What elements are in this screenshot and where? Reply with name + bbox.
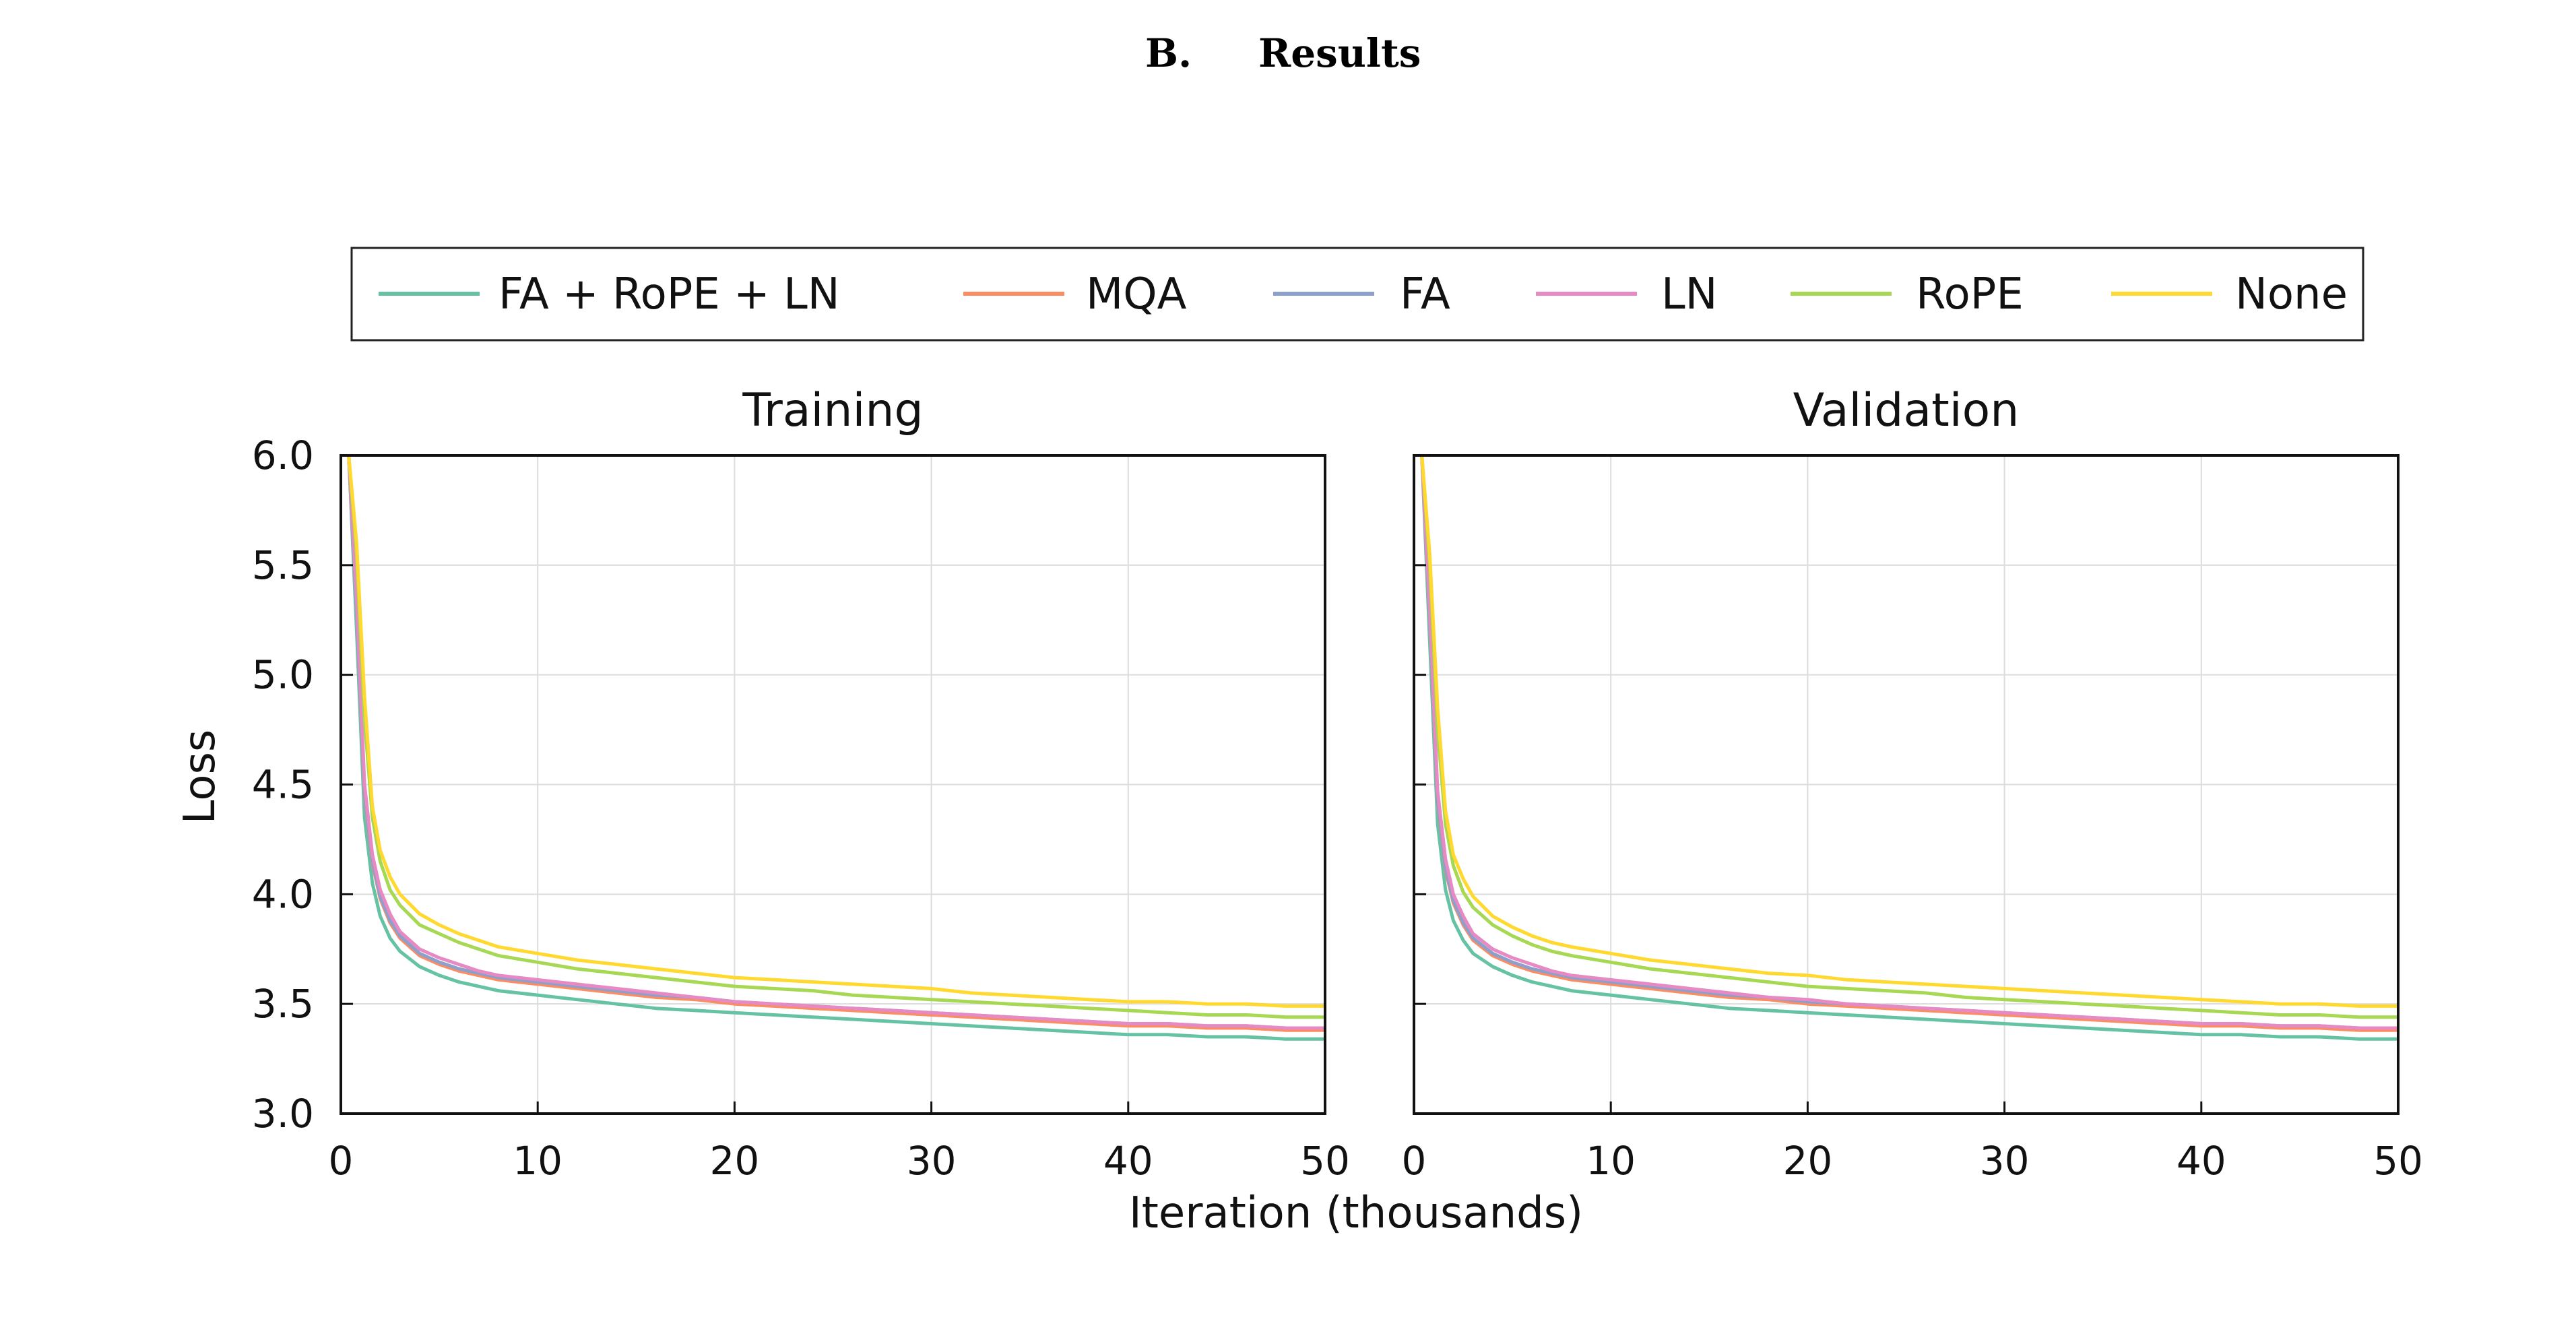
validation-line-mqa — [1420, 455, 2398, 1032]
legend-items: FA + RoPE + LN MQA FA LN RoPE None — [379, 269, 2348, 319]
training-xtick-label-20: 20 — [709, 1138, 759, 1184]
validation-line-fa-rope-ln — [1420, 455, 2398, 1041]
training-xtick-label-10: 10 — [513, 1138, 562, 1184]
training-line-rope — [347, 455, 1325, 1019]
training-ytick-label-5-5: 5.5 — [252, 542, 314, 588]
validation-xtick-label-0: 0 — [1402, 1138, 1427, 1184]
training-xtick-label-0: 0 — [329, 1138, 354, 1184]
legend-item-fa: FA — [1273, 269, 1450, 319]
training-line-fa-rope-ln — [347, 455, 1325, 1041]
training-line-none — [347, 455, 1325, 1008]
legend-label-rope: RoPE — [1916, 269, 2024, 319]
validation-xtick-label-10: 10 — [1586, 1138, 1636, 1184]
validation-line-fa — [1420, 455, 2398, 1030]
panel-training: Training 0 10 20 30 40 50 3.0 3.5 4.0 4.5 5.0 5.5 6.0 — [252, 384, 1350, 1184]
y-axis-label: Loss — [175, 730, 225, 824]
validation-series — [1420, 455, 2398, 1041]
validation-xtick-label-20: 20 — [1782, 1138, 1832, 1184]
validation-xtick-label-50: 50 — [2373, 1138, 2423, 1184]
training-ytick-label-3-0: 3.0 — [252, 1091, 314, 1137]
training-line-fa — [347, 455, 1325, 1030]
legend: FA + RoPE + LN MQA FA LN RoPE None — [350, 247, 2364, 342]
validation-xtick-label-40: 40 — [2177, 1138, 2226, 1184]
legend-label-none: None — [2235, 269, 2348, 319]
legend-item-mqa: MQA — [963, 269, 1187, 319]
panel-validation: Validation 0 10 20 30 40 50 — [1402, 384, 2423, 1184]
section-title: Results — [1258, 30, 1421, 76]
training-xtick-label-30: 30 — [907, 1138, 957, 1184]
training-xtick-label-50: 50 — [1300, 1138, 1350, 1184]
training-line-mqa — [347, 455, 1325, 1032]
training-ytick-label-4-0: 4.0 — [252, 871, 314, 917]
training-xtick-label-40: 40 — [1103, 1138, 1153, 1184]
training-title: Training — [742, 384, 923, 437]
legend-label-mqa: MQA — [1086, 269, 1187, 319]
validation-line-rope — [1420, 455, 2398, 1019]
validation-title: Validation — [1793, 384, 2020, 437]
training-ytick-label-6-0: 6.0 — [252, 433, 314, 478]
legend-label-fa: FA — [1400, 269, 1450, 319]
training-ytick-label-3-5: 3.5 — [252, 981, 314, 1027]
x-axis-label: Iteration (thousands) — [1129, 1188, 1583, 1238]
legend-label-ln: LN — [1661, 269, 1718, 319]
legend-item-rope: RoPE — [1791, 269, 2024, 319]
section-number: B. — [1145, 30, 1192, 76]
validation-line-none — [1420, 455, 2398, 1008]
validation-xtick-label-30: 30 — [1980, 1138, 2030, 1184]
validation-grid — [1414, 455, 2398, 1114]
validation-line-ln — [1420, 455, 2398, 1030]
training-ytick-label-4-5: 4.5 — [252, 762, 314, 808]
training-series — [347, 455, 1325, 1041]
legend-label-fa-rope-ln: FA + RoPE + LN — [498, 269, 840, 319]
training-ytick-label-5-0: 5.0 — [252, 652, 314, 698]
training-line-ln — [347, 455, 1325, 1030]
legend-item-none: None — [2111, 269, 2348, 319]
legend-item-fa-rope-ln: FA + RoPE + LN — [379, 269, 840, 319]
legend-item-ln: LN — [1536, 269, 1718, 319]
